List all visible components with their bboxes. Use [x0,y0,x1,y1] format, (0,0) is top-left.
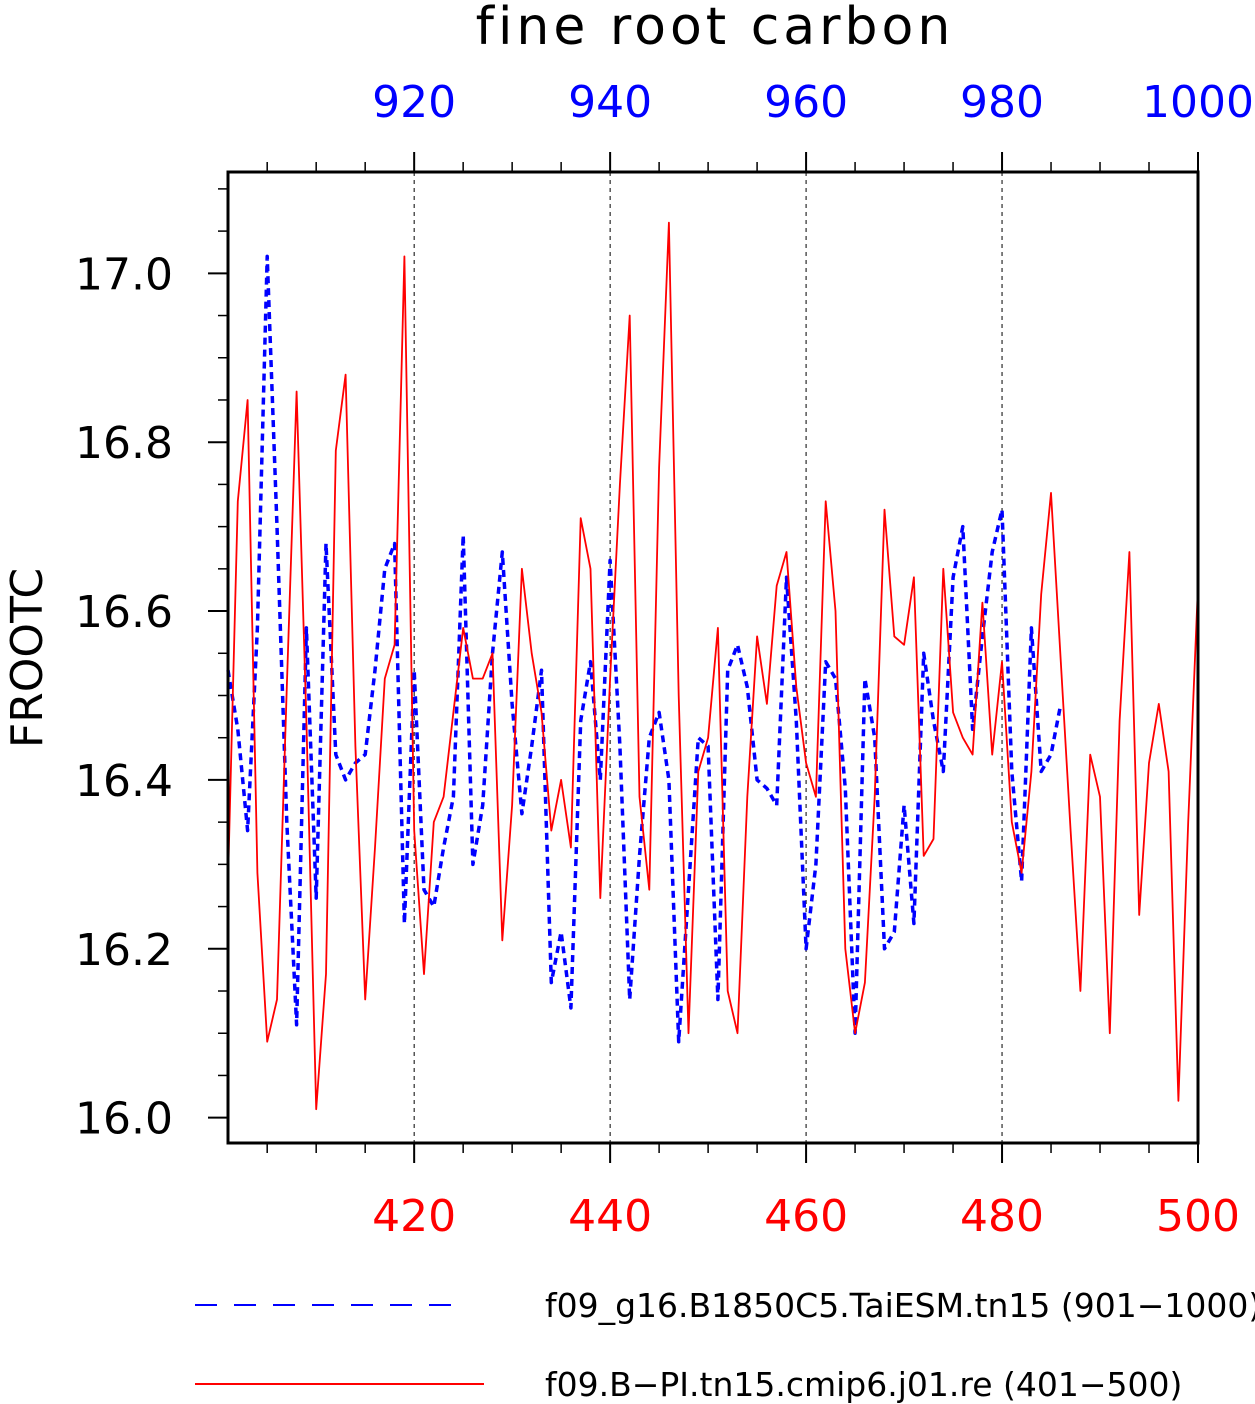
series-line-red-solid [227,221,1199,1111]
y-tick-label: 16.0 [75,1094,173,1145]
x-bottom-tick-label: 500 [1156,1191,1240,1242]
x-top-tick-label: 980 [960,77,1044,128]
grid-lines [413,172,1003,1143]
legend: f09_g16.B1850C5.TaiESM.tn15 (901−1000) f… [195,1286,1255,1404]
x-top-tick-label: 940 [568,77,652,128]
x-top-tick-label: 920 [372,77,456,128]
series-layer [226,221,1199,1111]
axis-ticks: 420 440 460 480 500 920 940 960 980 1000 16.0 16.2 1… [75,77,1254,1242]
y-tick-label: 16.6 [75,587,173,638]
y-tick-label: 16.4 [75,756,173,807]
chart-title: fine root carbon [476,0,955,57]
x-top-tick-label: 1000 [1142,77,1254,128]
x-bottom-tick-label: 480 [960,1191,1044,1242]
x-bottom-tick-label: 460 [764,1191,848,1242]
series-line-blue-dashed [226,254,1063,1044]
y-tick-label: 16.2 [75,925,173,976]
plot-frame [226,170,1200,1145]
y-axis-label: FROOTC [2,568,53,748]
x-top-tick-label: 960 [764,77,848,128]
y-tick-label: 17.0 [75,249,173,300]
x-bottom-tick-label: 440 [568,1191,652,1242]
legend-label-blue: f09_g16.B1850C5.TaiESM.tn15 (901−1000) [545,1286,1255,1325]
x-bottom-tick-label: 420 [372,1191,456,1242]
legend-label-red: f09.B−PI.tn15.cmip6.j01.re (401−500) [545,1365,1182,1404]
y-tick-label: 16.8 [75,418,173,469]
